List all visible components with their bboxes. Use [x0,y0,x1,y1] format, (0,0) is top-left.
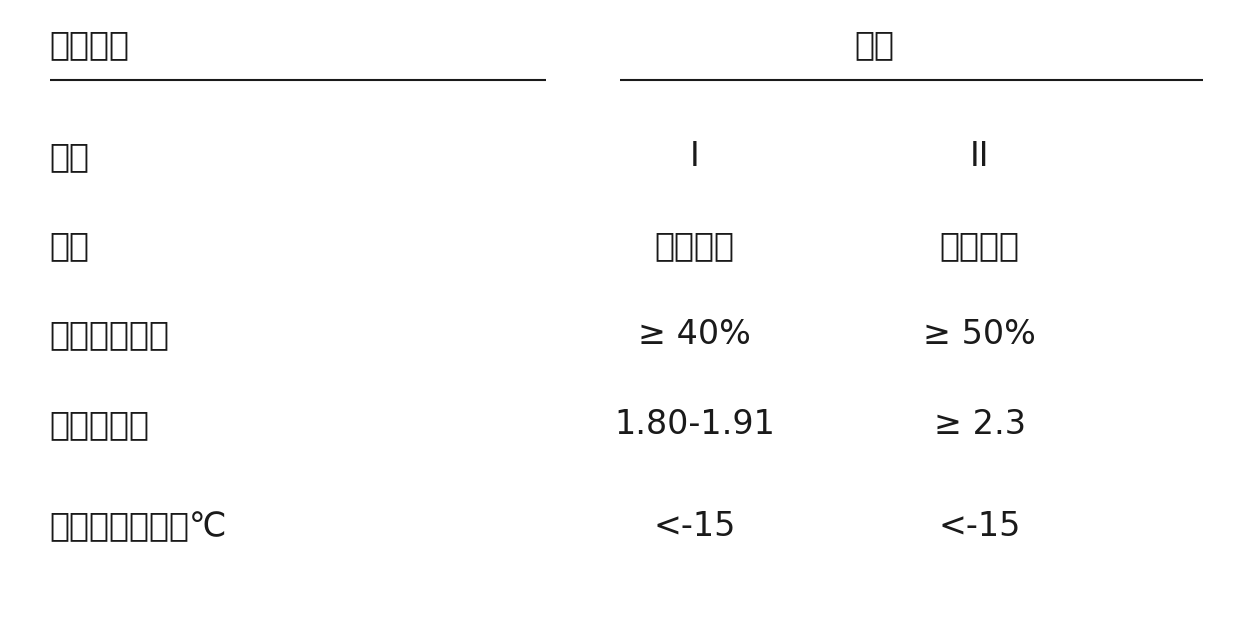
Text: 白色乳液: 白色乳液 [940,229,1019,262]
Text: <-15: <-15 [653,510,735,543]
Text: 型号: 型号 [50,140,89,173]
Text: ≥ 50%: ≥ 50% [923,318,1037,352]
Text: 活性氧含量: 活性氧含量 [50,408,150,441]
Text: I: I [689,140,699,173]
Text: 长期贮存温度，℃: 长期贮存温度，℃ [50,510,227,543]
Text: 外观: 外观 [50,229,89,262]
Text: 指标: 指标 [854,28,894,61]
Text: ≥ 2.3: ≥ 2.3 [934,408,1025,441]
Text: 项目名称: 项目名称 [50,28,130,61]
Text: <-15: <-15 [939,510,1021,543]
Text: 白色乳液: 白色乳液 [655,229,734,262]
Text: 过氧化物含量: 过氧化物含量 [50,318,170,352]
Text: ≥ 40%: ≥ 40% [637,318,751,352]
Text: II: II [970,140,990,173]
Text: 1.80-1.91: 1.80-1.91 [614,408,775,441]
